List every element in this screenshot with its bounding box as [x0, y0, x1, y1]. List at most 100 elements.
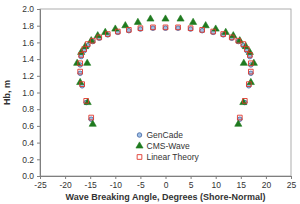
point — [229, 35, 234, 40]
point — [105, 32, 110, 37]
point — [235, 120, 242, 126]
tick-mark — [37, 176, 40, 177]
tick: -10 — [110, 176, 123, 190]
point — [202, 22, 209, 28]
point — [151, 25, 156, 30]
point — [188, 26, 193, 31]
point — [247, 53, 252, 58]
point — [249, 71, 254, 76]
tick: 1.8 — [22, 21, 40, 31]
point — [78, 69, 83, 74]
tick-label: -20 — [59, 180, 72, 190]
tick-label: -25 — [34, 180, 47, 190]
tick: 0.2 — [22, 155, 40, 165]
tick-label: 1.6 — [22, 38, 34, 48]
legend: GenCadeCMS-WaveLinear Theory — [136, 130, 200, 162]
point — [162, 15, 169, 21]
point — [138, 27, 143, 32]
tick-label: -10 — [110, 180, 123, 190]
plot: -25-20-15-10-505101520250.00.20.40.60.81… — [22, 4, 296, 190]
tick-mark — [37, 159, 40, 160]
tick-mark — [37, 9, 40, 10]
point — [151, 26, 156, 31]
point — [248, 54, 253, 59]
tick: 1.0 — [22, 88, 40, 98]
legend-label: Linear Theory — [147, 152, 200, 162]
point — [97, 35, 102, 40]
tick-mark — [37, 26, 40, 27]
tick-mark — [65, 176, 66, 179]
legend-entry: GenCade — [137, 130, 183, 140]
point — [127, 28, 132, 33]
point — [240, 98, 247, 104]
tick: 25 — [287, 176, 297, 190]
point — [78, 71, 83, 76]
point — [200, 28, 205, 33]
tick-label: -5 — [137, 180, 145, 190]
tick: -20 — [59, 176, 72, 190]
legend-entry: CMS-Wave — [136, 141, 190, 151]
tick-mark — [37, 42, 40, 43]
point — [163, 25, 168, 30]
point — [85, 42, 90, 47]
tick: 0.6 — [22, 121, 40, 131]
tick-label: 2.0 — [22, 4, 34, 14]
legend-marker — [137, 133, 142, 138]
point — [244, 47, 249, 52]
tick-mark — [166, 176, 167, 179]
tick-label: 25 — [287, 180, 297, 190]
point — [240, 59, 247, 65]
tick-label: 20 — [262, 180, 272, 190]
point — [84, 99, 89, 104]
tick-label: -15 — [85, 180, 98, 190]
tick-label: 0 — [164, 180, 169, 190]
point — [127, 28, 132, 33]
tick-mark — [37, 109, 40, 110]
tick-mark — [216, 176, 217, 179]
point — [221, 32, 226, 37]
point — [84, 59, 91, 65]
tick-label: 1.8 — [22, 21, 34, 31]
tick: 1.2 — [22, 71, 40, 81]
tick: -25 — [34, 176, 47, 190]
tick: 20 — [262, 176, 272, 190]
point — [246, 82, 251, 87]
point — [89, 120, 96, 126]
point — [80, 82, 85, 87]
tick: 1.4 — [22, 54, 40, 64]
tick: 10 — [211, 176, 221, 190]
tick-mark — [291, 176, 292, 179]
point — [177, 15, 184, 21]
tick-mark — [37, 126, 40, 127]
point — [211, 29, 216, 34]
x-axis-title: Wave Breaking Angle, Degrees (Shore-Norm… — [66, 192, 266, 202]
point — [200, 28, 205, 33]
tick: 2.0 — [22, 4, 40, 14]
point — [242, 99, 247, 104]
tick-label: 10 — [211, 180, 221, 190]
point — [84, 98, 91, 104]
tick: -5 — [137, 176, 145, 190]
tick-label: 0.0 — [22, 171, 34, 181]
tick: 15 — [237, 176, 247, 190]
point — [147, 15, 154, 21]
point — [176, 26, 181, 31]
point — [188, 27, 193, 32]
point — [190, 18, 197, 24]
tick-mark — [241, 176, 242, 179]
point — [115, 29, 120, 34]
tick: -15 — [85, 176, 98, 190]
plot-frame — [40, 9, 291, 176]
point — [79, 54, 84, 59]
tick-mark — [37, 93, 40, 94]
legend-label: GenCade — [147, 130, 184, 140]
tick-label: 0.8 — [22, 104, 34, 114]
tick-label: 0.6 — [22, 121, 34, 131]
point — [248, 69, 253, 74]
tick-label: 1.4 — [22, 54, 34, 64]
marks — [74, 15, 258, 126]
tick-label: 5 — [189, 180, 194, 190]
point — [89, 115, 94, 120]
point — [74, 59, 81, 65]
x-axis: -25 -20 -15 -10 -5 0 5 10 15 20 25 — [34, 176, 296, 190]
